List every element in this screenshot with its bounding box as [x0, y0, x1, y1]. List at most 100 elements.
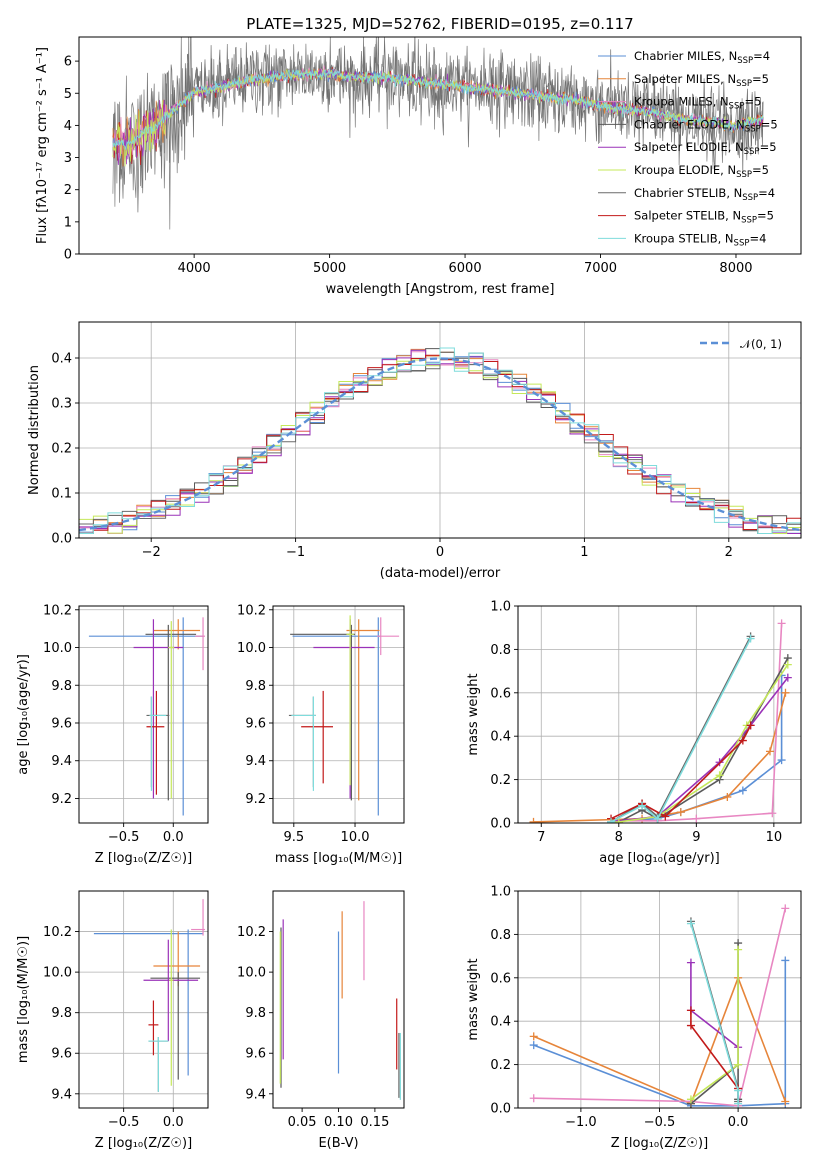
- y-tick-label: 0.4: [51, 352, 72, 367]
- figure-title: PLATE=1325, MJD=52762, FIBERID=0195, z=0…: [246, 15, 633, 33]
- axes-frame: 9.5 10.0 9.2 9.4 9.6 9.8 10.0 10.2: [237, 603, 405, 845]
- weight-marker: [746, 634, 755, 643]
- weight-marker: [783, 673, 792, 682]
- axes-spine: [272, 605, 405, 824]
- y-tick-label: 10.2: [43, 925, 72, 940]
- errorbar-salpeter-elodie: [133, 619, 184, 799]
- weight-marker: [692, 814, 701, 823]
- weight-series-chabrier-elodie: [614, 654, 792, 823]
- spectrum-line-kroupa-stelib: [112, 68, 764, 150]
- errorbar-salpeter-miles: [346, 619, 380, 801]
- y-tick-label: 9.8: [245, 1006, 266, 1021]
- x-tick-label: 10.0: [341, 830, 370, 845]
- errorbar-chabrier-elodie: [290, 624, 356, 801]
- axes-frame: −2 −1 0 1 2 0.0 0.1 0.2 0.3 0.4: [51, 321, 802, 560]
- x-axis-label: (data-model)/error: [380, 566, 501, 581]
- weight-marker: [686, 958, 695, 967]
- errorbar-salpeter-elodie: [313, 619, 375, 799]
- x-tick-label: 9: [692, 830, 700, 845]
- panel-weight-vs-age: 7 8 9 10 0.0 0.2 0.4 0.6 0.8 1.0 age [log₁₀(age/yr…: [466, 600, 802, 866]
- y-tick-label: 0.8: [490, 643, 511, 658]
- weight-marker: [529, 1041, 538, 1050]
- x-tick-label: 7000: [584, 261, 617, 276]
- errorbar-chabrier-miles: [93, 929, 204, 1076]
- axes-spine: [517, 605, 802, 824]
- weight-marker: [529, 817, 538, 823]
- y-tick-label: 9.4: [245, 754, 266, 769]
- legend-label: Kroupa STELIB, NSSP=4: [634, 231, 766, 248]
- errorbar-chabrier-miles: [292, 617, 381, 816]
- y-tick-label: 0.4: [490, 730, 511, 745]
- residual-hist-kroupa-stelib: [79, 347, 801, 534]
- axes-frame: 7 8 9 10 0.0 0.2 0.4 0.6 0.8 1.0: [490, 600, 802, 845]
- y-tick-label: 9.8: [51, 679, 72, 694]
- weight-marker: [768, 809, 777, 818]
- panel-mass-vs-ebv: 0.05 0.10 0.15 9.4 9.6 9.8 10.0 10.2 E(B-V): [237, 890, 405, 1151]
- plot-area: [529, 619, 792, 823]
- weight-marker: [781, 956, 790, 965]
- weight-marker: [738, 786, 747, 795]
- y-tick-label: 0.0: [51, 532, 72, 547]
- y-tick-label: 0.2: [490, 1058, 511, 1073]
- weight-marker: [614, 817, 623, 823]
- y-tick-label: 9.4: [51, 754, 72, 769]
- y-tick-label: 1.0: [490, 600, 511, 615]
- y-tick-label: 0.2: [490, 773, 511, 788]
- weight-marker: [734, 1060, 743, 1069]
- panel-spectrum: 4000 5000 6000 7000 8000 0 1 2 3 4 5 6 wavelength [A…: [35, 36, 802, 297]
- y-tick-label: 9.4: [51, 1087, 72, 1102]
- errorbar-kroupa-miles: [191, 899, 206, 936]
- errorbar-chabrier-stelib: [288, 696, 316, 788]
- weight-marker: [781, 1097, 790, 1106]
- axes-frame: 4000 5000 6000 7000 8000 0 1 2 3 4 5 6: [64, 36, 802, 276]
- weight-marker: [529, 1032, 538, 1041]
- y-tick-label: 9.2: [51, 792, 72, 807]
- weight-marker: [746, 721, 755, 730]
- x-tick-label: 10: [766, 830, 783, 845]
- y-tick-label: 10.2: [237, 603, 266, 618]
- weight-marker: [607, 817, 616, 823]
- x-axis-label: Z [log₁₀(Z/Z☉)]: [611, 1136, 708, 1151]
- x-tick-label: 0.0: [163, 830, 184, 845]
- legend-label: Salpeter ELODIE, NSSP=5: [634, 140, 777, 157]
- y-tick-label: 10.2: [43, 603, 72, 618]
- errorbar-salpeter-stelib: [301, 690, 333, 784]
- y-tick-label: 9.6: [51, 716, 72, 731]
- legend-label: Kroupa ELODIE, NSSP=5: [634, 163, 769, 180]
- errorbar-kroupa-elodie: [346, 615, 354, 786]
- y-tick-label: 0.6: [490, 971, 511, 986]
- x-tick-label: 4000: [178, 261, 211, 276]
- errorbar-chabrier-miles: [88, 617, 204, 816]
- y-tick-label: 1.0: [490, 885, 511, 900]
- y-tick-label: 6: [64, 55, 72, 70]
- y-axis-label: mass weight: [466, 673, 481, 755]
- weight-series-kroupa-elodie: [686, 945, 743, 1104]
- y-axis-label: Flux [fλ10⁻¹⁷ erg cm⁻² s⁻¹ A⁻¹]: [35, 47, 50, 244]
- x-tick-label: −0.5: [108, 830, 140, 845]
- y-tick-label: 0: [64, 248, 72, 263]
- y-tick-label: 5: [64, 87, 72, 102]
- plot-area: [529, 904, 790, 1108]
- weight-series-chabrier-miles: [614, 671, 786, 823]
- x-tick-label: 0.10: [324, 1115, 353, 1130]
- y-axis-label: age [log₁₀(age/yr)]: [16, 654, 31, 775]
- weight-series-salpeter-stelib: [686, 1006, 743, 1093]
- weight-series-salpeter-elodie: [614, 673, 792, 823]
- weight-marker: [734, 945, 743, 954]
- weight-marker: [777, 756, 786, 765]
- panel-residuals: −2 −1 0 1 2 0.0 0.1 0.2 0.3 0.4 (data-model)/error…: [27, 321, 802, 581]
- weight-marker: [715, 771, 724, 780]
- y-tick-label: 0.0: [490, 817, 511, 832]
- y-tick-label: 0.3: [51, 397, 72, 412]
- errorbar-chabrier-stelib: [146, 696, 170, 788]
- weight-marker: [738, 736, 747, 745]
- axes-frame: −0.5 0.0 9.4 9.6 9.8 10.0 10.2: [43, 890, 209, 1130]
- y-tick-label: 10.0: [43, 966, 72, 981]
- y-tick-label: 9.6: [51, 1047, 72, 1062]
- weight-marker: [686, 1006, 695, 1015]
- x-tick-label: −0.5: [108, 1115, 140, 1130]
- x-tick-label: 8: [615, 830, 623, 845]
- y-tick-label: 0.1: [51, 487, 72, 502]
- x-tick-label: 1: [580, 545, 588, 560]
